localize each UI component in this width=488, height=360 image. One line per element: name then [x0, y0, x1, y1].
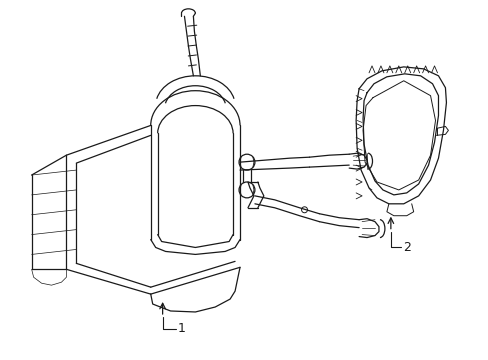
Text: 1: 1: [177, 322, 185, 336]
Text: 2: 2: [402, 241, 410, 254]
